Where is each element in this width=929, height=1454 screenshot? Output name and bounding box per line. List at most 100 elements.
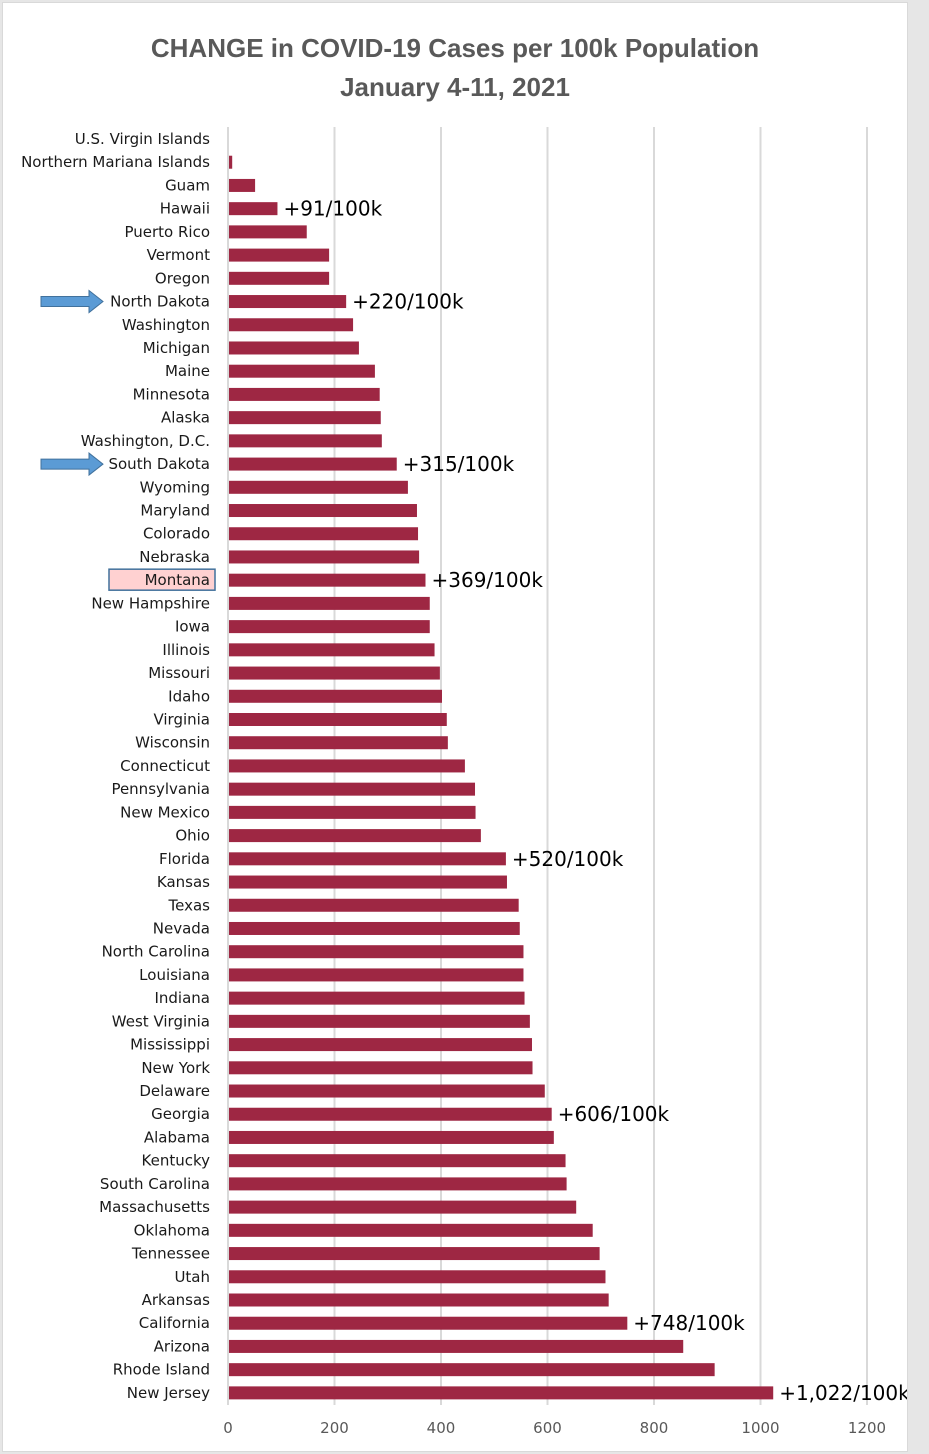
bar (229, 550, 420, 564)
category-label: New Jersey (127, 1384, 210, 1402)
chart-title-line1: CHANGE in COVID-19 Cases per 100k Popula… (150, 33, 760, 63)
category-label: Puerto Rico (124, 223, 210, 241)
bar (229, 991, 525, 1005)
bar (229, 1270, 606, 1284)
category-label: Idaho (168, 687, 210, 705)
category-label: Missouri (148, 664, 210, 682)
bar (229, 1293, 609, 1307)
bar (229, 387, 380, 401)
category-label: South Carolina (100, 1175, 210, 1193)
bar (229, 968, 524, 982)
category-label: Massachusetts (99, 1198, 210, 1216)
x-tick-label: 200 (320, 1419, 349, 1437)
category-label: California (139, 1314, 210, 1332)
category-label: North Carolina (102, 943, 210, 961)
category-label: Georgia (151, 1105, 210, 1123)
data-annotation: +748/100k (633, 1311, 745, 1335)
bar (229, 713, 447, 726)
category-label: Wyoming (140, 478, 210, 496)
bar (229, 805, 476, 819)
highlight-box (108, 568, 216, 591)
category-label: New York (141, 1059, 210, 1077)
category-label: Iowa (175, 618, 210, 636)
bar (229, 736, 448, 750)
chart-frame: CHANGE in COVID-19 Cases per 100k Popula… (2, 2, 908, 1452)
bar (229, 364, 375, 378)
bar (229, 1316, 628, 1330)
data-annotation: +91/100k (283, 197, 382, 221)
category-label: Michigan (143, 339, 210, 357)
category-label: New Mexico (120, 803, 210, 821)
category-label: Tennessee (131, 1245, 210, 1263)
category-label: Delaware (139, 1082, 210, 1100)
bar (229, 945, 524, 959)
bar (229, 271, 330, 285)
bar (229, 1177, 567, 1191)
category-label: Northern Mariana Islands (21, 153, 210, 171)
bar (229, 155, 233, 169)
category-label: Maine (165, 362, 210, 380)
category-label: Virginia (153, 711, 210, 729)
x-tick-label: 800 (640, 1419, 669, 1437)
bar (229, 318, 354, 332)
bar (229, 1247, 600, 1261)
bar (229, 1363, 715, 1377)
category-label: Pennsylvania (111, 780, 210, 798)
category-label: Oregon (155, 269, 210, 287)
category-label: Montana (145, 571, 210, 589)
bar (229, 666, 440, 680)
category-label: U.S. Virgin Islands (75, 130, 210, 148)
bar (229, 829, 481, 843)
bar (229, 1038, 532, 1052)
category-label: Texas (168, 896, 211, 914)
category-label: Oklahoma (134, 1221, 210, 1239)
x-tick-label: 600 (533, 1419, 562, 1437)
category-label: Arizona (154, 1337, 210, 1355)
arrow-icon (40, 289, 104, 314)
bar (229, 480, 408, 494)
data-annotation: +520/100k (512, 847, 624, 871)
bar (229, 178, 256, 192)
bar (229, 898, 519, 912)
bar (229, 1154, 566, 1168)
category-label: Arkansas (142, 1291, 211, 1309)
category-label: Guam (165, 176, 210, 194)
bar (229, 504, 417, 518)
category-label: Hawaii (160, 200, 210, 218)
category-label: Louisiana (139, 966, 210, 984)
bar (229, 457, 397, 471)
bar (229, 527, 419, 541)
category-label: Alaska (161, 409, 210, 427)
x-tick-label: 0 (223, 1419, 233, 1437)
category-label: South Dakota (108, 455, 210, 473)
category-label: Ohio (175, 827, 210, 845)
data-annotation: +315/100k (403, 452, 515, 476)
bar (229, 759, 465, 773)
category-label: Kentucky (142, 1152, 211, 1170)
category-label: West Virginia (112, 1012, 210, 1030)
data-annotation: +1,022/100k (779, 1381, 907, 1405)
bar (229, 596, 430, 610)
bar (229, 1130, 554, 1144)
bar (229, 620, 430, 634)
category-label: Minnesota (133, 385, 210, 403)
category-label: Colorado (143, 525, 210, 543)
bar (229, 643, 435, 657)
bar (229, 434, 382, 448)
bar (229, 1200, 577, 1214)
data-annotation: +606/100k (558, 1102, 670, 1126)
category-label: Mississippi (130, 1036, 210, 1054)
category-label: Alabama (144, 1128, 210, 1146)
bar (229, 1386, 774, 1400)
category-label: Indiana (154, 989, 210, 1007)
category-label: Rhode Island (113, 1361, 210, 1379)
bar (229, 225, 307, 239)
x-tick-label: 400 (427, 1419, 456, 1437)
bar (229, 1014, 530, 1028)
category-label: Nebraska (139, 548, 210, 566)
bar (229, 689, 442, 703)
category-label: North Dakota (110, 293, 210, 311)
bar (229, 1107, 552, 1121)
chart-subtitle: January 4-11, 2021 (340, 72, 570, 102)
bar (229, 573, 426, 587)
